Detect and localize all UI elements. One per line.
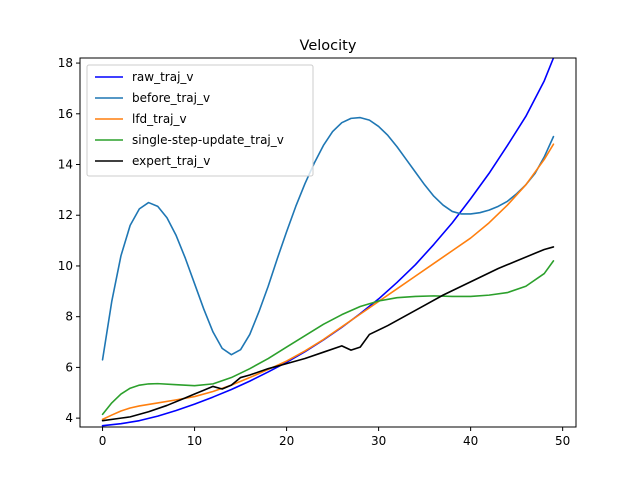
y-tick-label: 10 [58,259,73,273]
chart-title: Velocity [300,38,357,54]
x-tick-label: 0 [99,434,107,448]
legend-label: before_traj_v [132,91,210,105]
legend-box [86,64,314,177]
series-line-expert_traj_v [101,246,555,422]
x-tick-label: 20 [279,434,294,448]
legend-label: raw_traj_v [132,70,194,84]
y-tick-label: 18 [58,56,73,70]
legend-label: single-step-update_traj_v [132,133,284,147]
x-tick-label: 40 [463,434,478,448]
y-tick-label: 4 [65,411,73,425]
legend: raw_traj_v before_traj_v lfd_traj_v single-… [86,64,314,177]
x-tick-label: 30 [371,434,386,448]
y-axis: 4 6 8 10 12 14 16 18 [58,56,80,425]
series-group [101,58,555,427]
x-tick-label: 50 [555,434,570,448]
y-tick-label: 12 [58,208,73,222]
y-tick-label: 14 [58,158,73,172]
x-axis: 0 10 20 30 40 50 [99,427,570,448]
y-tick-label: 8 [65,310,73,324]
legend-label: lfd_traj_v [132,112,187,126]
x-tick-label: 10 [187,434,202,448]
series-line-single-step-update_traj_v [101,260,555,416]
y-tick-label: 16 [58,107,73,121]
axes-frame [79,57,577,428]
y-tick-label: 6 [65,360,73,374]
legend-label: expert_traj_v [132,154,210,168]
series-line-lfd_traj_v [101,143,555,421]
series-line-before_traj_v [101,116,555,361]
